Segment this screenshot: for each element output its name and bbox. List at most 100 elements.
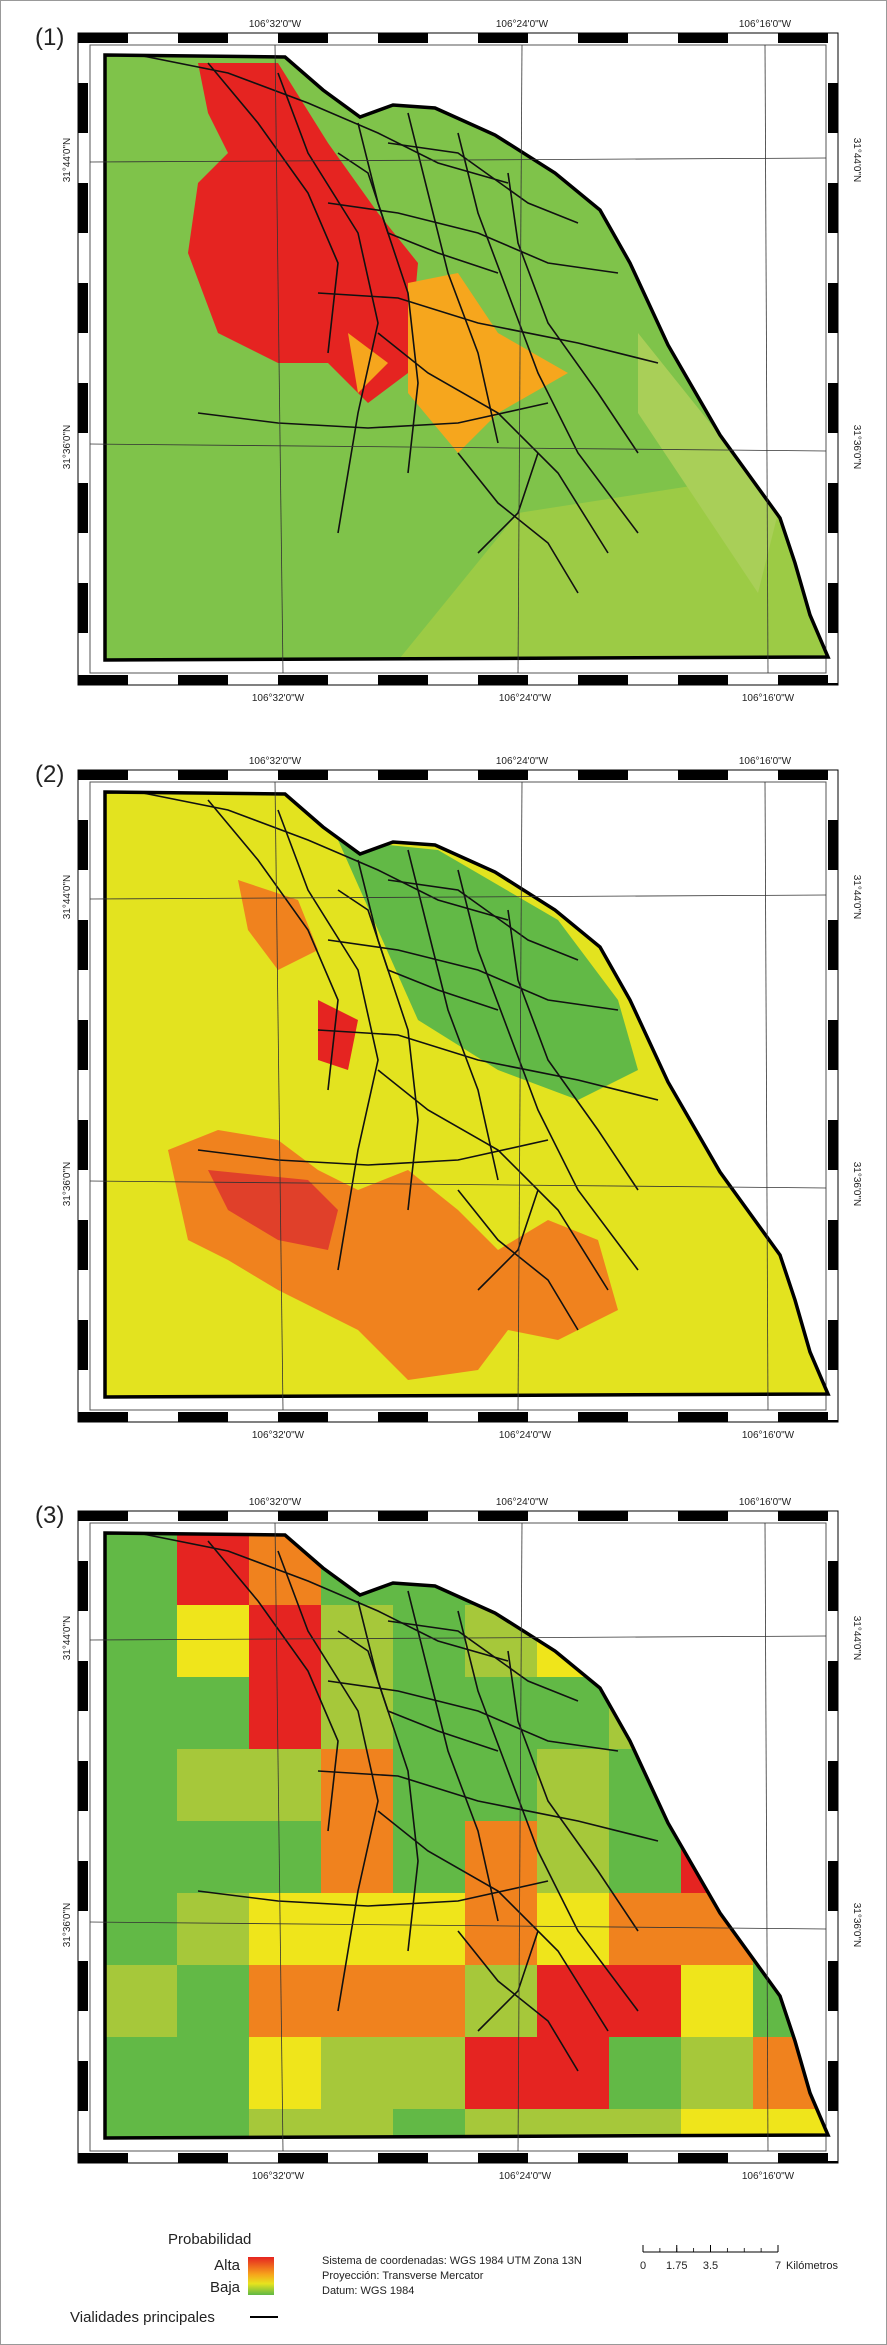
map-panel: 106°32'0"W 106°24'0"W 106°16'0"W 106°32'0"W… [62, 1497, 862, 2182]
raster-cell [465, 1821, 537, 1893]
road [337, 1630, 499, 1752]
raster-cell [249, 1965, 321, 2037]
frame-stripe [828, 1420, 838, 1422]
frame-stripe [478, 675, 528, 685]
frame-stripe [78, 33, 128, 43]
graticule [764, 44, 769, 674]
raster-cell [393, 1893, 465, 1965]
raster-cell [465, 2109, 537, 2138]
raster-cell [321, 2037, 393, 2109]
road [357, 122, 419, 474]
graticule [274, 1522, 284, 2152]
frame-stripe [378, 770, 428, 780]
graticule [764, 781, 769, 1411]
frame-stripe [578, 1412, 628, 1422]
raster-cell [105, 1893, 177, 1965]
road [277, 809, 379, 1271]
raster-cell [321, 1677, 393, 1749]
raster-cell [249, 2037, 321, 2109]
lon-label: 106°24'0"W [496, 756, 549, 767]
frame-stripe [478, 770, 528, 780]
frame-stripe [578, 770, 628, 780]
frame-stripe [778, 33, 828, 43]
lat-label: 31°36'0"N [851, 1162, 862, 1207]
frame-stripe [678, 770, 728, 780]
road [327, 202, 619, 274]
frame-stripe [78, 1511, 128, 1521]
frame-stripe [828, 1961, 838, 2011]
graticule [89, 443, 827, 452]
raster-cell [393, 1965, 465, 2037]
raster-cell [465, 1677, 537, 1749]
road [407, 849, 499, 1181]
frame-stripe [828, 1120, 838, 1170]
frame-stripe [378, 2153, 428, 2163]
road [377, 332, 609, 554]
frame-stripe [828, 583, 838, 633]
frame-stripe [78, 2061, 88, 2111]
raster-cell [753, 2109, 825, 2138]
frame-stripe [578, 2153, 628, 2163]
raster-cell [393, 1677, 465, 1749]
frame-stripe [828, 83, 838, 133]
graticule [517, 1522, 523, 2152]
frame-stripe [678, 1511, 728, 1521]
raster-cell [681, 1965, 753, 2037]
frame-stripe [578, 675, 628, 685]
frame-stripe [78, 1561, 88, 1611]
raster-cell [105, 1605, 177, 1677]
frame-stripe [78, 1420, 88, 1422]
zone-high [208, 1170, 338, 1250]
scale-unit: Kilómetros [786, 2260, 838, 2272]
frame-stripe [778, 675, 828, 685]
lon-label: 106°16'0"W [742, 2171, 795, 2182]
graticule [517, 44, 523, 674]
frame-stripe [178, 33, 228, 43]
legend-roads: Vialidades principales [70, 2309, 215, 2326]
raster-cell [105, 2037, 177, 2109]
info-line: Sistema de coordenadas: WGS 1984 UTM Zon… [322, 2255, 582, 2267]
road [457, 1189, 579, 1331]
lon-label: 106°16'0"W [739, 756, 792, 767]
zone-high [318, 1000, 358, 1070]
road [377, 1810, 609, 2032]
road [277, 1550, 379, 2012]
raster-cell [177, 1533, 249, 1605]
frame-stripe [478, 1412, 528, 1422]
frame-stripe [478, 2153, 528, 2163]
lon-label: 106°32'0"W [252, 693, 305, 704]
frame-stripe [678, 33, 728, 43]
frame-stripe [78, 1761, 88, 1811]
lon-label: 106°32'0"W [252, 2171, 305, 2182]
scale-tick-label: 0 [640, 2260, 646, 2272]
road [507, 909, 639, 1191]
frame-stripe [78, 675, 128, 685]
frame-stripe [828, 683, 838, 685]
graticule [274, 44, 284, 674]
raster-cell [249, 1893, 321, 1965]
lat-label: 31°44'0"N [62, 875, 73, 920]
frame-stripe [278, 2153, 328, 2163]
raster-cell [177, 1677, 249, 1749]
frame-stripe [678, 2153, 728, 2163]
road [387, 1620, 579, 1702]
graticule [517, 781, 523, 1411]
road [457, 452, 579, 594]
frame-stripe [378, 33, 428, 43]
road [207, 799, 339, 1091]
frame-stripe [278, 1511, 328, 1521]
raster-cell [537, 1893, 609, 1965]
raster-cell [105, 2109, 177, 2138]
frame-stripe [478, 33, 528, 43]
frame-stripe [78, 183, 88, 233]
frame-stripe [378, 1412, 428, 1422]
road [317, 1029, 659, 1101]
road [207, 62, 339, 354]
frame-stripe [278, 33, 328, 43]
road [277, 72, 379, 534]
lon-label: 106°16'0"W [739, 1497, 792, 1508]
frame-stripe [828, 1561, 838, 1611]
lat-label: 31°44'0"N [62, 1616, 73, 1661]
raster-cell [321, 2109, 393, 2138]
graticule [89, 894, 827, 900]
